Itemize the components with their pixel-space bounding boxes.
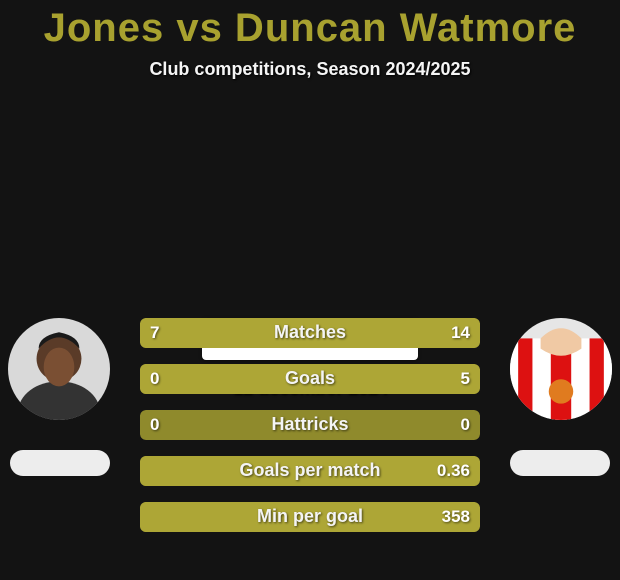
stat-label: Matches [140,318,480,348]
stat-row: 0.36Goals per match [140,456,480,486]
stat-row: 00Hattricks [140,410,480,440]
player-right-avatar [510,318,612,420]
stat-label: Goals per match [140,456,480,486]
avatar-placeholder-icon [510,318,612,420]
stat-label: Min per goal [140,502,480,532]
avatar-placeholder-icon [8,318,110,420]
page-title: Jones vs Duncan Watmore [0,0,620,51]
comparison-card: Jones vs Duncan Watmore Club competition… [0,0,620,580]
stat-label: Goals [140,364,480,394]
stat-bars: 714Matches 05Goals 00Hattricks 0.36Goals pe… [140,318,480,548]
stat-row: 05Goals [140,364,480,394]
subtitle: Club competitions, Season 2024/2025 [0,59,620,80]
stat-row: 714Matches [140,318,480,348]
player-left-avatar [8,318,110,420]
player-right-flag [510,450,610,476]
stat-label: Hattricks [140,410,480,440]
player-left-flag [10,450,110,476]
comparison-body: 714Matches05Goals00Hattricks0.36Goals pe… [0,318,620,399]
stat-row: 358Min per goal [140,502,480,532]
